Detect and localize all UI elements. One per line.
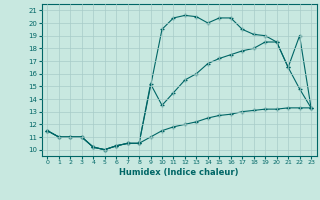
X-axis label: Humidex (Indice chaleur): Humidex (Indice chaleur)	[119, 168, 239, 177]
